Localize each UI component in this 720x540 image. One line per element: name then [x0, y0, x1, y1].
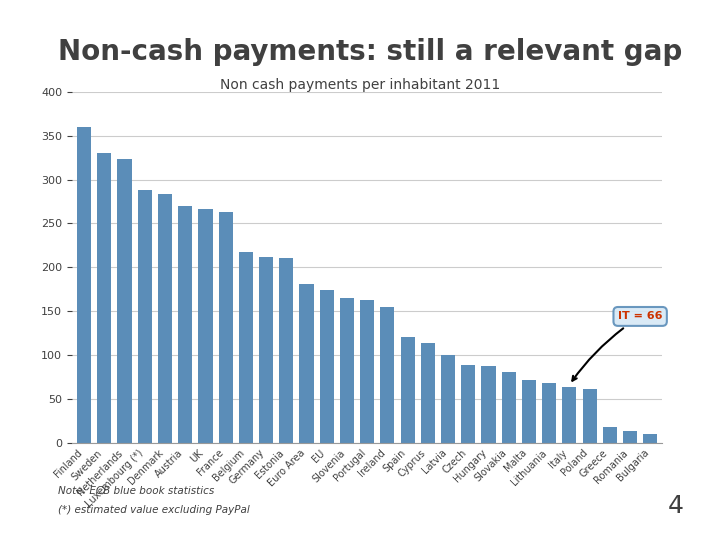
Bar [542, 383, 557, 443]
Bar [199, 208, 212, 443]
Bar [239, 252, 253, 443]
Text: (*) estimated value excluding PayPal: (*) estimated value excluding PayPal [58, 505, 249, 515]
Bar [259, 256, 273, 443]
Bar [603, 427, 617, 443]
Bar [178, 206, 192, 443]
Bar [300, 284, 314, 443]
Bar [219, 212, 233, 443]
Bar [340, 298, 354, 443]
Bar [117, 159, 132, 443]
Bar [400, 336, 415, 443]
Bar [462, 364, 475, 443]
Bar [380, 307, 395, 443]
Bar [643, 434, 657, 443]
Text: IT = 66: IT = 66 [572, 312, 662, 381]
Bar [97, 153, 112, 443]
Bar [522, 381, 536, 443]
Bar [77, 127, 91, 443]
Bar [623, 431, 637, 443]
Bar [502, 372, 516, 443]
Bar [441, 355, 455, 443]
Bar [360, 300, 374, 443]
Bar [138, 190, 152, 443]
Bar [320, 290, 334, 443]
Text: 4: 4 [668, 495, 684, 518]
Bar [562, 387, 577, 443]
Bar [582, 389, 597, 443]
Bar [482, 366, 495, 443]
Bar [158, 194, 172, 443]
Text: Non-cash payments: still a relevant gap: Non-cash payments: still a relevant gap [58, 38, 682, 66]
Bar [420, 343, 435, 443]
Text: Note: ECB blue book statistics: Note: ECB blue book statistics [58, 486, 214, 496]
Text: Non cash payments per inhabitant 2011: Non cash payments per inhabitant 2011 [220, 78, 500, 92]
Bar [279, 258, 294, 443]
